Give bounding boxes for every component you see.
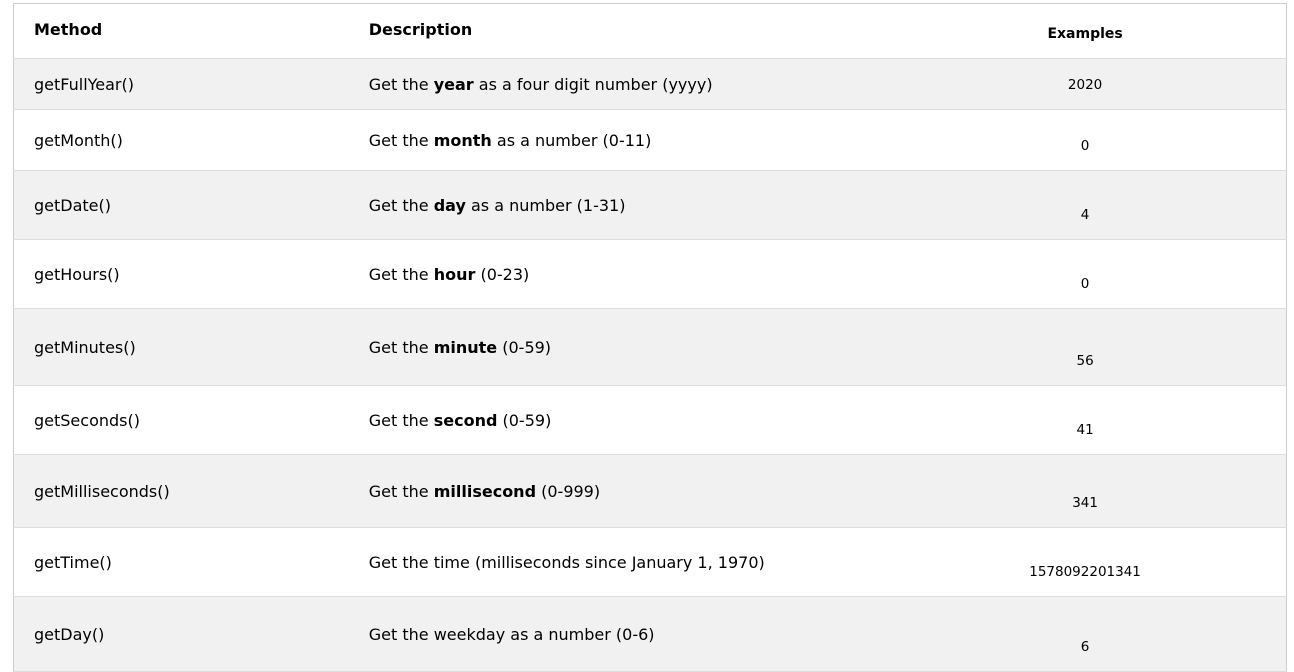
description-cell: Get the month as a number (0-11) [348,109,885,171]
description-text: Get the weekday as a number (0-6) [368,624,655,644]
description-text: Get the [368,481,434,501]
example-cell: 1578092201341 [884,527,1287,597]
example-cell: 6 [884,596,1287,672]
description-text: (0-59) [497,410,552,430]
table-row: getTime() Get the time (milliseconds sinc… [13,527,1287,597]
description-bold: second [433,410,498,430]
table-row: getFullYear() Get the year as a four digi… [13,58,1287,110]
method-cell: getMonth() [13,109,349,171]
table-row: getDate() Get the day as a number (1-31) 4 [13,170,1287,240]
method-cell: getFullYear() [13,58,349,110]
table-row: getHours() Get the hour (0-23) 0 [13,239,1287,309]
description-text: (0-23) [475,264,530,284]
example-cell: 341 [884,454,1287,528]
description-cell: Get the time (milliseconds since January… [348,527,885,597]
header-examples: Examples [884,3,1287,59]
description-bold: millisecond [433,481,537,501]
header-description: Description [348,3,885,59]
description-text: Get the [368,74,434,94]
example-cell: 56 [884,308,1287,386]
description-text: Get the [368,410,434,430]
example-cell: 2020 [884,58,1287,110]
table-row: getMilliseconds() Get the millisecond (0-… [13,454,1287,528]
table-row: getDay() Get the weekday as a number (0-6… [13,596,1287,672]
description-cell: Get the day as a number (1-31) [348,170,885,240]
method-cell: getTime() [13,527,349,597]
description-text: Get the [368,337,434,357]
description-cell: Get the year as a four digit number (yyy… [348,58,885,110]
example-cell: 41 [884,385,1287,455]
example-cell: 0 [884,239,1287,309]
example-cell: 0 [884,109,1287,171]
description-text: as a four digit number (yyyy) [473,74,713,94]
description-text: as a number (0-11) [491,130,652,150]
description-cell: Get the millisecond (0-999) [348,454,885,528]
description-bold: year [433,74,474,94]
description-text: Get the time (milliseconds since January… [368,552,765,572]
method-cell: getDay() [13,596,349,672]
description-bold: month [433,130,492,150]
description-text: Get the [368,264,434,284]
description-bold: minute [433,337,498,357]
description-text: Get the [368,195,434,215]
description-bold: hour [433,264,476,284]
description-text: Get the [368,130,434,150]
method-cell: getMinutes() [13,308,349,386]
method-cell: getSeconds() [13,385,349,455]
header-row: Method Description Examples [13,3,1287,59]
table-row: getSeconds() Get the second (0-59) 41 [13,385,1287,455]
table-row: getMinutes() Get the minute (0-59) 56 [13,308,1287,386]
table-row: getMonth() Get the month as a number (0-1… [13,109,1287,171]
method-cell: getDate() [13,170,349,240]
description-text: (0-999) [536,481,601,501]
description-cell: Get the minute (0-59) [348,308,885,386]
description-bold: day [433,195,466,215]
description-cell: Get the weekday as a number (0-6) [348,596,885,672]
method-cell: getHours() [13,239,349,309]
method-cell: getMilliseconds() [13,454,349,528]
description-cell: Get the second (0-59) [348,385,885,455]
example-cell: 4 [884,170,1287,240]
description-text: (0-59) [497,337,552,357]
description-text: as a number (1-31) [465,195,626,215]
description-cell: Get the hour (0-23) [348,239,885,309]
date-methods-table: Method Description Examples getFullYear(… [13,3,1287,672]
header-method: Method [13,3,349,59]
